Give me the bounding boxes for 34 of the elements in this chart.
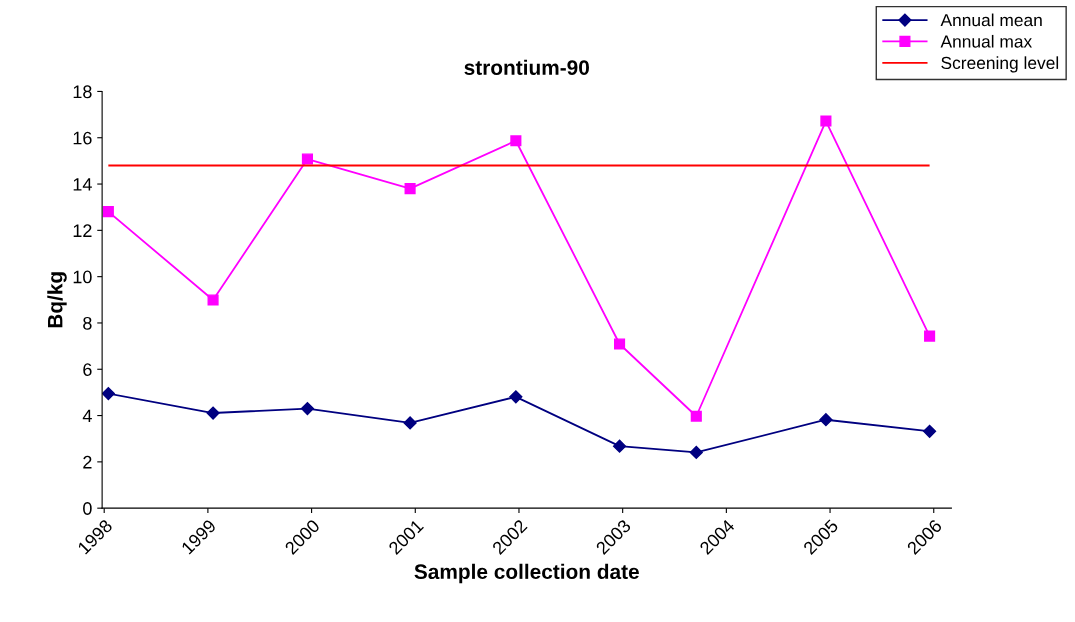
point: [301, 153, 313, 165]
legend-label: Screening level: [941, 56, 1059, 73]
y-tick-label: 6: [83, 363, 92, 376]
point: [820, 115, 832, 127]
point: [612, 439, 627, 453]
point: [206, 406, 220, 420]
x-axis-title: Sample collection date: [414, 563, 639, 584]
y-tick-label: 18: [73, 85, 92, 99]
point: [690, 410, 702, 422]
point: [404, 183, 416, 195]
point: [509, 390, 523, 404]
y-tick-label: 8: [83, 316, 92, 330]
y-axis-title: Bq/kg: [47, 272, 67, 328]
point: [689, 445, 703, 459]
point: [924, 330, 936, 342]
legend-label: Annual max: [940, 34, 1032, 48]
point: [102, 206, 114, 218]
point: [923, 424, 937, 438]
y-tick-label: 14: [73, 178, 92, 191]
point: [102, 386, 115, 401]
point: [207, 294, 219, 306]
y-tick-label: 2: [83, 455, 92, 469]
point: [403, 416, 417, 430]
y-tick-label: 12: [73, 224, 92, 237]
legend-label: Annual mean: [940, 13, 1042, 27]
y-tick-label: 4: [82, 409, 92, 423]
chart-title: strontium-90: [464, 59, 589, 75]
y-tick-label: 16: [73, 131, 92, 145]
point: [819, 413, 833, 427]
point: [613, 338, 626, 350]
point: [510, 135, 522, 147]
y-tick-label: 10: [73, 270, 92, 284]
y-tick-label: 0: [83, 502, 92, 515]
point: [300, 402, 315, 416]
